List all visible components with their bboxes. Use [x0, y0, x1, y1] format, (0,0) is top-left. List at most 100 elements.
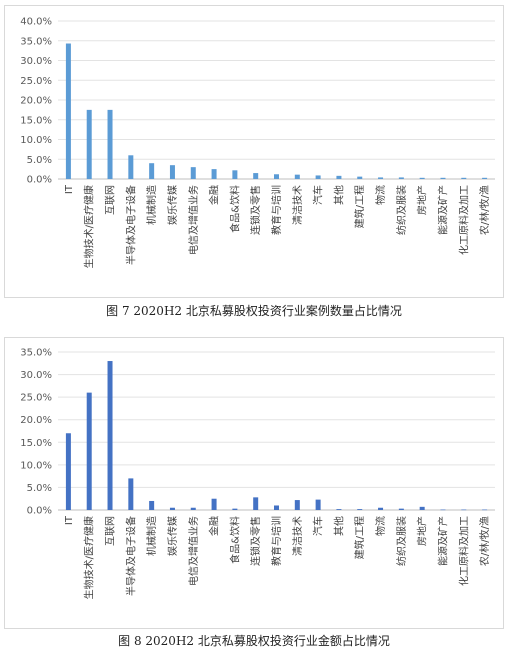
x-tick-label: 建筑/工程 — [353, 516, 366, 559]
bar — [440, 177, 446, 179]
x-tick-label: 清洁技术 — [291, 516, 304, 556]
x-tick-label: 汽车 — [312, 516, 325, 536]
y-tick-label: 20.0% — [20, 96, 52, 107]
y-tick-label: 5.0% — [27, 155, 52, 166]
y-tick-label: 30.0% — [20, 56, 52, 67]
bar — [107, 109, 113, 179]
bar — [419, 506, 425, 510]
x-tick-label: IT — [64, 515, 75, 525]
bar — [128, 478, 134, 510]
bar — [419, 177, 425, 179]
bar — [482, 177, 488, 179]
x-tick-label: 其他 — [332, 185, 345, 205]
bar — [232, 508, 238, 510]
x-tick-label: 化工原料及加工 — [457, 516, 470, 586]
bar — [357, 176, 363, 179]
y-tick-label: 0.0% — [27, 175, 52, 186]
x-tick-label: 互联网 — [105, 516, 117, 546]
x-tick-label: 生物技术/医疗健康 — [83, 185, 96, 268]
x-tick-label: 机械制造 — [145, 516, 158, 556]
bar — [190, 507, 196, 510]
y-tick-label: 10.0% — [20, 135, 52, 146]
x-tick-label: 电信及增值业务 — [187, 516, 200, 586]
bar — [65, 433, 71, 510]
x-tick-label: 半导体及电子设备 — [124, 185, 137, 265]
x-tick-label: 食品&饮料 — [228, 185, 241, 233]
bar-chart-case-count: 0.0% 5.0% 10.0% 15.0% 20.0% 25.0% 30.0% 35.0% 40… — [20, 17, 495, 268]
y-tick-label: 5.0% — [27, 483, 52, 494]
chart-frame-1: 0.0% 5.0% 10.0% 15.0% 20.0% 25.0% 30.0% 35.0% 40… — [4, 5, 504, 298]
y-tick-label: 10.0% — [20, 460, 52, 471]
x-tick-label: 连锁及零售 — [249, 516, 262, 566]
bar — [461, 177, 467, 179]
x-tick-label: 纺织及服装 — [395, 185, 408, 235]
x-tick-label: 半导体及电子设备 — [124, 516, 137, 596]
x-tick-label: 电信及增值业务 — [187, 185, 200, 255]
x-tick-label: 教育与培训 — [270, 516, 283, 566]
x-tick-label: 食品&饮料 — [228, 516, 241, 564]
bar-chart-amount: 0.0% 5.0% 10.0% 15.0% 20.0% 25.0% 30.0% 35.0% IT… — [20, 348, 495, 599]
chart-frame-2: 0.0% 5.0% 10.0% 15.0% 20.0% 25.0% 30.0% 35.0% IT… — [4, 337, 504, 629]
bar — [211, 169, 217, 179]
bar — [482, 509, 488, 511]
x-tick-label: 教育与培训 — [270, 185, 283, 235]
x-tick-label: 能源及矿产 — [436, 516, 449, 566]
bar — [149, 163, 155, 179]
y-tick-label: 0.0% — [27, 506, 52, 517]
x-tick-label: 物流 — [374, 516, 387, 536]
bar — [336, 509, 342, 510]
x-tick-label: 娱乐传媒 — [166, 516, 179, 556]
bar — [190, 167, 196, 179]
bar — [336, 175, 342, 179]
y-tick-label: 35.0% — [20, 348, 52, 359]
x-tick-label: 金融 — [208, 185, 221, 205]
bar — [169, 165, 175, 179]
bar — [378, 507, 384, 510]
x-tick-label: 机械制造 — [145, 185, 158, 225]
bar — [107, 361, 113, 510]
x-tick-label: 房地产 — [416, 185, 429, 215]
x-tick-label: 互联网 — [105, 185, 117, 215]
bar — [294, 500, 300, 510]
bar — [232, 170, 238, 179]
x-tick-label: 金融 — [208, 516, 221, 536]
x-tick-label: 汽车 — [312, 185, 325, 205]
bar — [149, 500, 155, 510]
bar — [378, 177, 384, 179]
bar — [86, 109, 92, 179]
bar — [86, 392, 92, 510]
bar — [274, 505, 279, 510]
x-tick-label: 娱乐传媒 — [166, 185, 179, 225]
bar — [65, 43, 71, 179]
x-tick-label: 生物技术/医疗健康 — [83, 516, 96, 599]
x-tick-label: 建筑/工程 — [353, 185, 366, 228]
y-tick-label: 35.0% — [20, 36, 52, 47]
bar — [253, 173, 259, 179]
bar — [274, 174, 279, 179]
bar — [128, 155, 134, 179]
x-tick-label: IT — [64, 184, 75, 194]
x-tick-label: 化工原料及加工 — [457, 185, 470, 255]
x-tick-label: 其他 — [332, 516, 345, 536]
bar — [294, 174, 300, 179]
chart-panel-1: 0.0% 5.0% 10.0% 15.0% 20.0% 25.0% 30.0% 35.0% 40… — [4, 5, 504, 323]
bar — [357, 509, 363, 510]
x-tick-label: 连锁及零售 — [249, 185, 262, 235]
y-tick-label: 15.0% — [20, 115, 52, 126]
bar — [169, 507, 175, 510]
y-tick-label: 25.0% — [20, 393, 52, 404]
bar — [440, 509, 446, 511]
y-tick-label: 25.0% — [20, 76, 52, 87]
y-tick-label: 30.0% — [20, 370, 52, 381]
figure-caption-2: 图 8 2020H2 北京私募股权投资行业金额占比情况 — [118, 634, 390, 648]
chart-panel-2: 0.0% 5.0% 10.0% 15.0% 20.0% 25.0% 30.0% 35.0% IT… — [4, 337, 504, 655]
x-tick-label: 农/林/牧/渔 — [478, 516, 491, 566]
x-tick-label: 农/林/牧/渔 — [478, 185, 491, 235]
bar — [398, 508, 404, 510]
x-tick-label: 清洁技术 — [291, 185, 304, 225]
y-tick-label: 20.0% — [20, 415, 52, 426]
x-tick-label: 能源及矿产 — [436, 185, 449, 235]
bar — [253, 497, 259, 510]
bar — [315, 175, 321, 179]
x-tick-label: 纺织及服装 — [395, 516, 408, 566]
